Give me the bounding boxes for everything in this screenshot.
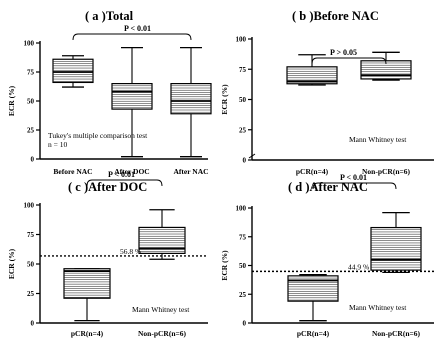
x-category-label: Non-pCR(n=6) <box>372 329 421 338</box>
p-value-label: P > 0.05 <box>330 48 357 57</box>
p-value-label: P < 0.01 <box>108 170 135 179</box>
y-tick-label: 75 <box>239 233 247 241</box>
y-tick-label: 50 <box>239 262 247 270</box>
box-body <box>111 82 153 110</box>
x-category-label: After NAC <box>173 167 208 176</box>
y-tick-label: 50 <box>239 96 247 104</box>
box-body <box>170 82 212 115</box>
y-tick-label: 50 <box>27 261 35 269</box>
threshold-label: 56.8 % <box>120 247 141 256</box>
y-tick-label: 100 <box>236 36 247 44</box>
box-body <box>63 268 111 299</box>
panel-before-nac: ( b )Before NAC 0 25 50 75 100 ECR (%) pCR(n=4)… <box>220 9 434 176</box>
y-axis-label: ECR (%) <box>7 248 16 279</box>
test-note: n = 10 <box>48 140 67 149</box>
test-note: Mann Whitney test <box>132 305 190 314</box>
panel-title: ( b )Before NAC <box>292 9 379 23</box>
significance-bracket <box>86 179 163 187</box>
y-tick-label: 25 <box>27 290 35 298</box>
y-tick-label: 0 <box>243 157 247 165</box>
y-tick-label: 25 <box>239 126 247 134</box>
y-tick-label: 75 <box>27 231 35 239</box>
y-tick-label: 25 <box>27 127 35 135</box>
x-category-label: Non-pCR(n=6) <box>138 329 187 338</box>
y-tick-label: 25 <box>239 291 247 299</box>
test-note: Mann Whitney test <box>349 303 407 312</box>
y-tick-label: 75 <box>27 69 35 77</box>
x-category-label: Before NAC <box>53 167 92 176</box>
y-axis-label: ECR (%) <box>220 250 229 281</box>
y-tick-label: 0 <box>31 320 35 328</box>
y-tick-label: 0 <box>243 320 247 328</box>
y-axis-label: ECR (%) <box>220 84 229 115</box>
significance-bracket <box>312 182 397 190</box>
significance-bracket <box>72 33 192 41</box>
panel-after-doc: ( c )After DOC 0 25 50 75 100 ECR (%) pCR(n=4) N… <box>7 170 208 338</box>
significance-bracket <box>311 57 387 65</box>
y-tick-label: 0 <box>31 156 35 164</box>
y-tick-label: 50 <box>27 98 35 106</box>
y-axis-label: ECR (%) <box>7 85 16 116</box>
axis-break-mark <box>248 153 256 159</box>
x-category-label: Non-pCR(n=6) <box>362 167 411 176</box>
box-body <box>370 226 422 271</box>
y-tick-label: 75 <box>239 66 247 74</box>
panel-after-nac: ( d )After NAC 0 25 50 75 100 ECR (%) pCR(n=4) N… <box>220 173 434 338</box>
x-category-label: pCR(n=4) <box>71 329 104 338</box>
y-tick-label: 100 <box>24 40 35 48</box>
test-note: Mann Whitney test <box>349 135 407 144</box>
p-value-label: P < 0.01 <box>340 173 367 182</box>
y-tick-label: 100 <box>24 202 35 210</box>
x-category-label: After DOC <box>114 167 149 176</box>
panel-title: ( d )After NAC <box>288 180 368 194</box>
panel-title: ( c )After DOC <box>68 180 147 194</box>
panel-total: ( a )Total 0 25 50 75 100 ECR (%) Before NAC Aft… <box>7 9 212 176</box>
y-tick-label: 100 <box>236 205 247 213</box>
x-category-label: pCR(n=4) <box>296 167 329 176</box>
threshold-label: 44.9 % <box>348 262 369 271</box>
x-category-label: pCR(n=4) <box>297 329 330 338</box>
p-value-label: P < 0.01 <box>124 24 151 33</box>
panel-title: ( a )Total <box>85 9 134 23</box>
test-note: Tukey's multiple comparison test <box>48 131 148 140</box>
